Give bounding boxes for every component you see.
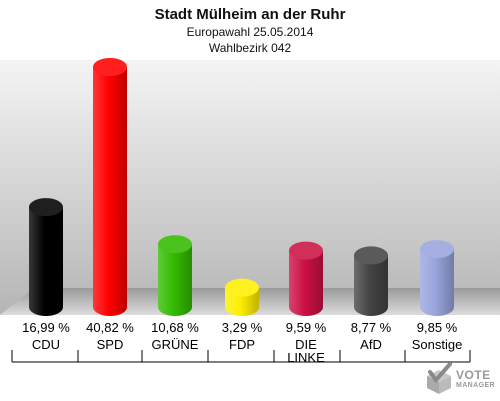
chart-background xyxy=(0,60,500,315)
value-label-die-linke: 9,59 % xyxy=(285,320,327,335)
category-label-line: AfD xyxy=(360,337,382,352)
category-label-line: SPD xyxy=(96,337,124,352)
category-label-line: Sonstige xyxy=(411,337,463,352)
logo-vote-text: VOTE xyxy=(456,368,491,382)
bar-top-sonstige xyxy=(420,240,454,259)
value-label-spd: 40,82 % xyxy=(86,320,134,335)
value-label-afd: 8,77 % xyxy=(350,320,392,335)
category-label-sonstige: Sonstige xyxy=(404,338,470,351)
category-label-grüne: GRÜNE xyxy=(142,338,208,351)
bar-grüne xyxy=(158,244,192,316)
bar-afd xyxy=(354,255,388,316)
category-label-cdu: CDU xyxy=(13,338,79,351)
value-label-fdp: 3,29 % xyxy=(221,320,263,335)
bar-sonstige xyxy=(420,249,454,316)
category-label-line: CDU xyxy=(31,337,61,352)
chart-title: Stadt Mülheim an der Ruhr xyxy=(154,6,346,23)
bar-top-die-linke xyxy=(289,241,323,260)
logo-manager-text: MANAGER xyxy=(456,382,495,389)
ballot-check-icon xyxy=(427,362,452,394)
value-label-sonstige: 9,85 % xyxy=(416,320,458,335)
category-label-line: DIE xyxy=(295,337,317,352)
category-label-line: LINKE xyxy=(287,350,325,365)
bar-top-spd xyxy=(93,58,127,76)
bar-top-afd xyxy=(354,246,388,265)
value-label-cdu: 16,99 % xyxy=(22,320,70,335)
value-label-grüne: 10,68 % xyxy=(151,320,199,335)
vote-manager-logo: VOTE MANAGER xyxy=(424,362,500,400)
bar-top-cdu xyxy=(29,198,63,217)
category-label-afd: AfD xyxy=(338,338,404,351)
category-label-spd: SPD xyxy=(77,338,143,351)
bar-top-grüne xyxy=(158,235,192,254)
category-label-fdp: FDP xyxy=(209,338,275,351)
category-label-line: FDP xyxy=(229,337,255,352)
bar-die-linke xyxy=(289,250,323,316)
category-label-line: GRÜNE xyxy=(151,337,199,352)
chart-subtitle: Europawahl 25.05.2014 xyxy=(186,25,314,39)
bar-top-fdp xyxy=(225,278,259,297)
bar-spd xyxy=(93,67,127,316)
category-label-die-linke: DIE LINKE xyxy=(273,338,339,364)
bar-cdu xyxy=(29,207,63,316)
chart-district: Wahlbezirk 042 xyxy=(208,41,292,55)
